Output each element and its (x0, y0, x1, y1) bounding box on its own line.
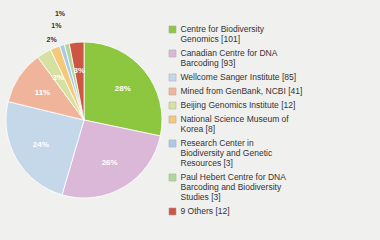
svg-text:3%: 3% (73, 66, 85, 75)
svg-text:3%: 3% (53, 73, 65, 82)
svg-text:24%: 24% (33, 140, 49, 149)
svg-text:Mined from GenBank, NCBI [41]: Mined from GenBank, NCBI [41] (181, 86, 303, 96)
svg-text:Wellcome Sanger Institute [85]: Wellcome Sanger Institute [85] (181, 72, 297, 82)
svg-text:National Science Museum ofKore: National Science Museum ofKorea [8] (181, 114, 290, 134)
svg-text:9 Others [12]: 9 Others [12] (181, 206, 230, 216)
svg-text:1%: 1% (51, 22, 62, 29)
svg-text:2%: 2% (47, 36, 58, 43)
svg-text:Canadian Centre for DNABarcodi: Canadian Centre for DNABarcoding [93] (181, 48, 278, 68)
svg-text:26%: 26% (102, 158, 118, 167)
svg-text:11%: 11% (35, 88, 51, 97)
svg-text:Research Center inBiodiversity: Research Center inBiodiversity and Genet… (181, 138, 273, 168)
svg-text:Paul Hebert Centre for DNABarc: Paul Hebert Centre for DNABarcoding and … (181, 172, 287, 202)
svg-text:1%: 1% (55, 10, 66, 17)
svg-text:Centre for BiodiversityGenomic: Centre for BiodiversityGenomics [101] (181, 24, 265, 44)
svg-text:28%: 28% (115, 84, 131, 93)
svg-text:Beijing Genomics Institute [12: Beijing Genomics Institute [12] (181, 100, 296, 110)
